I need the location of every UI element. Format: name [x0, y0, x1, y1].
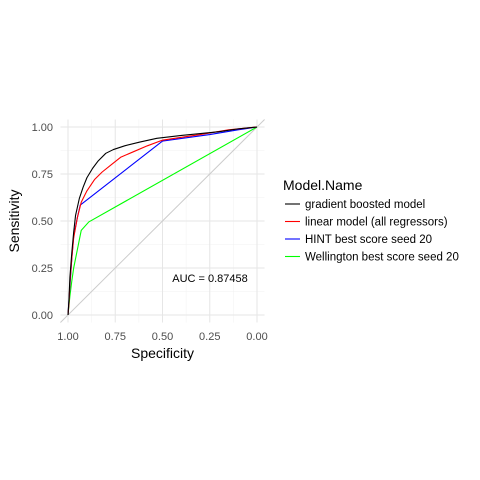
y-tick-label: 0.75 [32, 169, 53, 181]
series-line-gradient-boosted-model [67, 126, 258, 316]
y-tick-label: 1.00 [32, 122, 53, 134]
legend: Model.Name gradient boosted model linear … [283, 177, 459, 264]
y-tick-label: 0.00 [32, 310, 53, 322]
series-layer [67, 126, 258, 316]
legend-label: HINT best score seed 20 [305, 234, 432, 246]
legend-label: Wellington best score seed 20 [305, 252, 459, 264]
x-tick-label: 0.75 [105, 331, 126, 343]
y-tick-label: 0.50 [32, 216, 53, 228]
legend-label: gradient boosted model [305, 199, 425, 211]
x-tick-label: 0.50 [152, 331, 173, 343]
reference-diagonal-line [60, 119, 265, 323]
x-tick-label: 0.25 [199, 331, 220, 343]
legend-label: linear model (all regressors) [305, 217, 448, 229]
series-line-wellington-best-score-seed-20 [67, 126, 258, 316]
ticks: 1.00 0.75 0.50 0.25 0.00 0.00 0.25 0.50 0.75 1.00 [32, 122, 268, 343]
auc-annotation: AUC = 0.87458 [172, 273, 248, 285]
y-axis-title: Sensitivity [6, 189, 22, 252]
reference-diagonal-layer [60, 119, 265, 323]
legend-title: Model.Name [283, 177, 363, 193]
y-tick-label: 0.25 [32, 263, 53, 275]
x-tick-label: 1.00 [57, 331, 78, 343]
x-axis-title: Specificity [131, 345, 194, 361]
x-tick-label: 0.00 [246, 331, 267, 343]
